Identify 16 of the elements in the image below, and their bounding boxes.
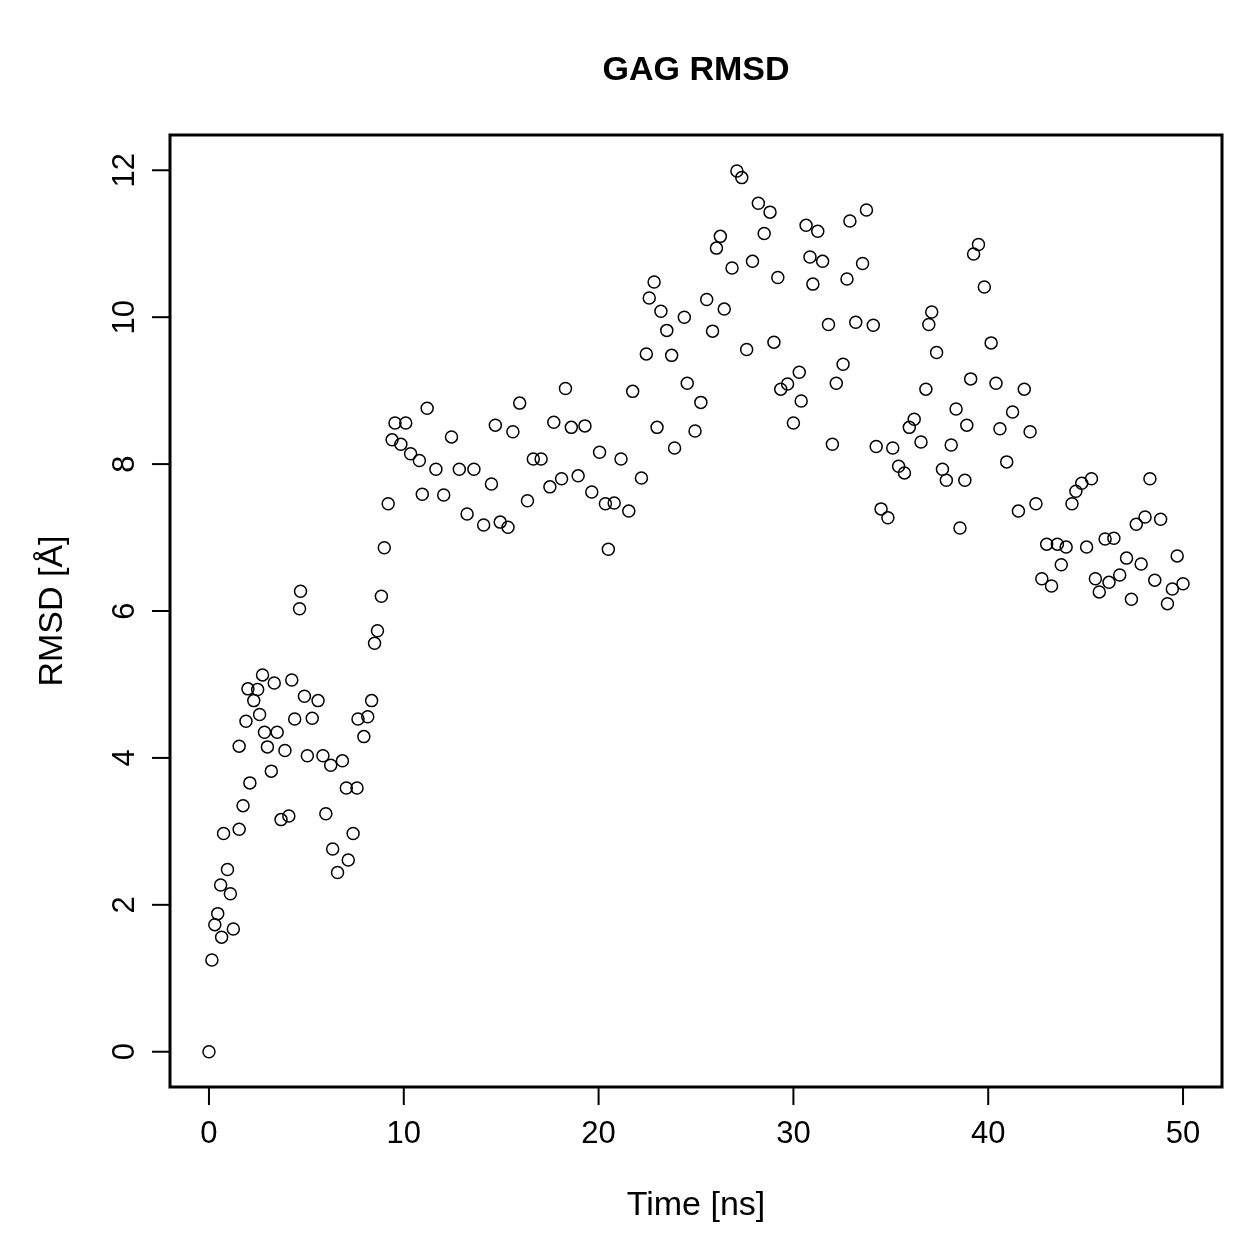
x-tick-label: 0 [200,1115,218,1150]
x-tick-label: 40 [970,1115,1006,1150]
x-tick-label: 20 [581,1115,616,1150]
y-tick-label: 8 [106,455,141,473]
y-tick-label: 0 [106,1043,141,1061]
y-tick-label: 6 [106,602,141,620]
x-tick-label: 10 [386,1115,422,1150]
y-axis-title: RMSD [Å] [31,535,69,687]
y-tick-label: 10 [106,299,141,335]
chart-title: GAG RMSD [602,49,790,87]
x-axis-title: Time [ns] [626,1184,766,1222]
y-tick-label: 4 [106,749,141,767]
x-tick-label: 50 [1165,1115,1201,1150]
x-tick-label: 30 [776,1115,811,1150]
y-tick-label: 12 [106,153,141,188]
y-tick-label: 2 [106,896,141,914]
